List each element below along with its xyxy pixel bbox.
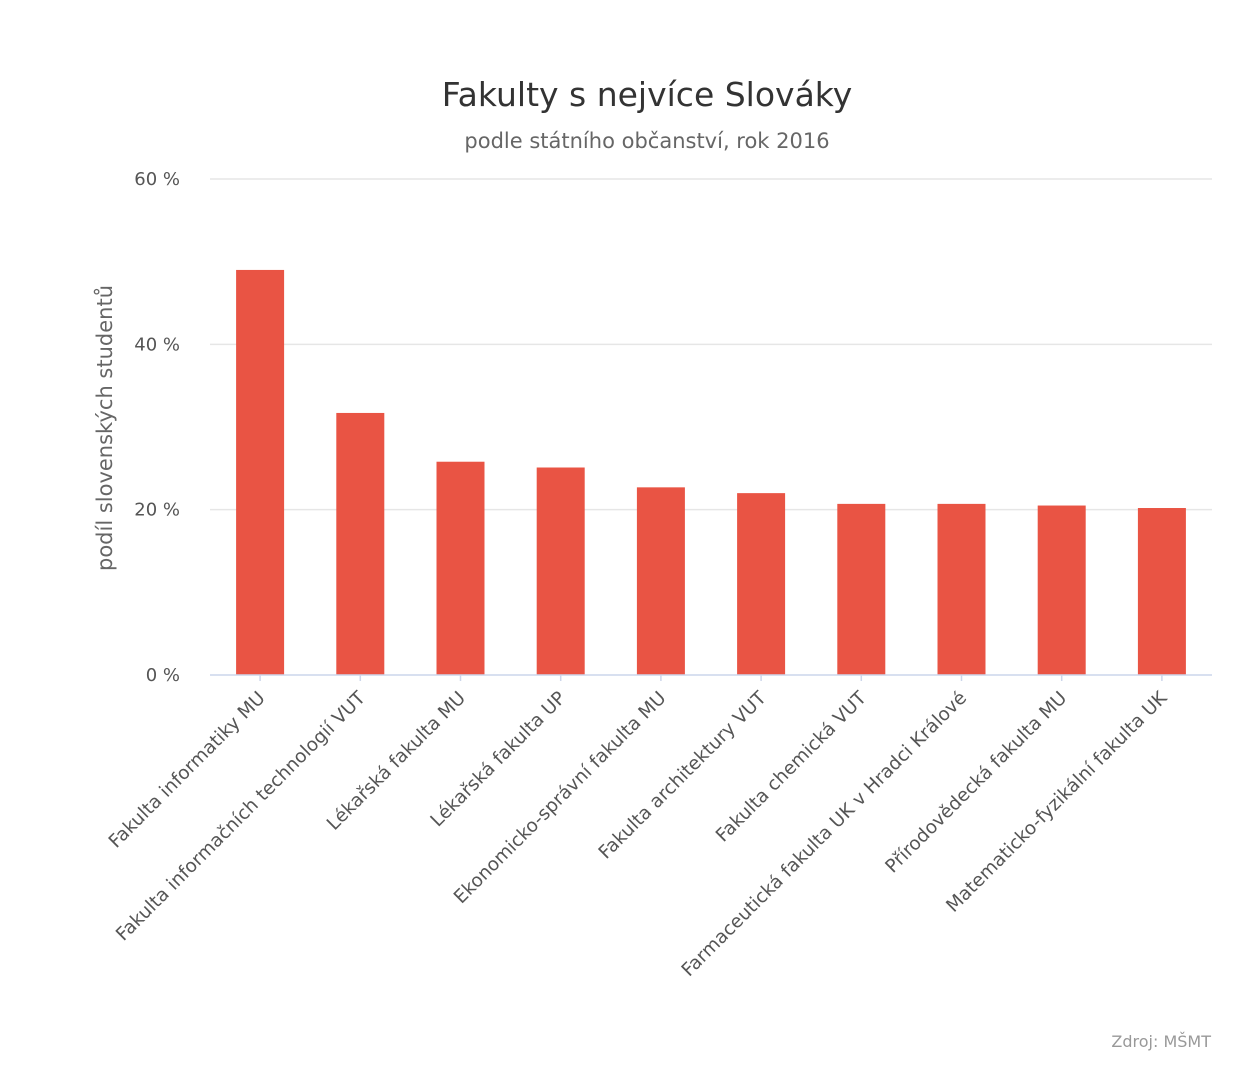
- bar: [636, 487, 685, 675]
- chart-title: Fakulty s nejvíce Slováky: [442, 75, 853, 114]
- source-credit: Zdroj: MŠMT: [1111, 1032, 1211, 1051]
- bar: [937, 503, 986, 675]
- y-tick-label: 0 %: [146, 665, 180, 686]
- bar: [1137, 508, 1186, 675]
- bar: [837, 503, 886, 675]
- x-tick-label: Přírodovědecká fakulta MU: [882, 688, 1072, 878]
- x-tick-label: Matematicko-fyzikální fakulta UK: [942, 687, 1172, 917]
- y-axis-ticks: 0 % 20 % 40 % 60 %: [134, 169, 180, 686]
- x-tick-label: Ekonomicko-správní fakulta MU: [450, 688, 670, 908]
- bar: [436, 461, 485, 675]
- bar: [1037, 505, 1086, 675]
- bar: [236, 269, 285, 675]
- bar: [536, 467, 585, 675]
- y-tick-label: 40 %: [134, 334, 180, 355]
- y-tick-label: 20 %: [134, 500, 180, 521]
- bar: [336, 412, 385, 675]
- x-tick-label: Fakulta architektury VUT: [595, 687, 771, 863]
- bar: [737, 493, 786, 675]
- y-axis-label: podíl slovenských studentů: [93, 285, 117, 571]
- bars: [236, 269, 1186, 675]
- x-tick-label: Fakulta informatiky MU: [105, 688, 270, 853]
- chart-subtitle: podle státního občanství, rok 2016: [464, 129, 829, 153]
- y-tick-label: 60 %: [134, 169, 180, 190]
